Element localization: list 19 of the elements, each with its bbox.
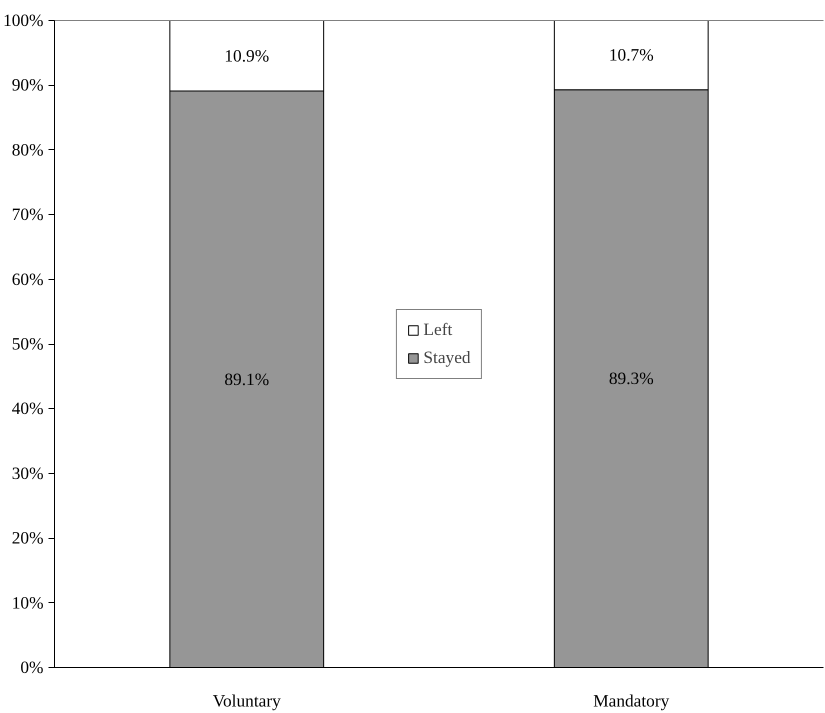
y-tick-label: 20%	[12, 528, 44, 548]
data-label: 10.9%	[224, 46, 270, 66]
data-label: 10.7%	[608, 46, 654, 65]
data-label: 89.1%	[224, 370, 270, 389]
y-tick-label: 50%	[12, 334, 44, 354]
y-tick-label: 60%	[12, 270, 44, 289]
y-tick-label: 90%	[12, 76, 44, 95]
legend-label: Stayed	[423, 348, 471, 368]
y-tick-label: 70%	[12, 205, 44, 224]
y-tick-label: 80%	[12, 140, 44, 160]
y-tick-label: 40%	[12, 399, 44, 418]
y-tick-label: 30%	[12, 464, 44, 483]
legend-label: Left	[423, 320, 452, 340]
data-label: 89.3%	[608, 369, 654, 388]
x-tick-label: Mandatory	[593, 692, 670, 710]
y-tick-label: 100%	[3, 11, 44, 30]
x-tick-label: Voluntary	[212, 692, 282, 710]
y-tick-label: 10%	[12, 593, 44, 612]
y-tick-label: 0%	[20, 658, 44, 677]
